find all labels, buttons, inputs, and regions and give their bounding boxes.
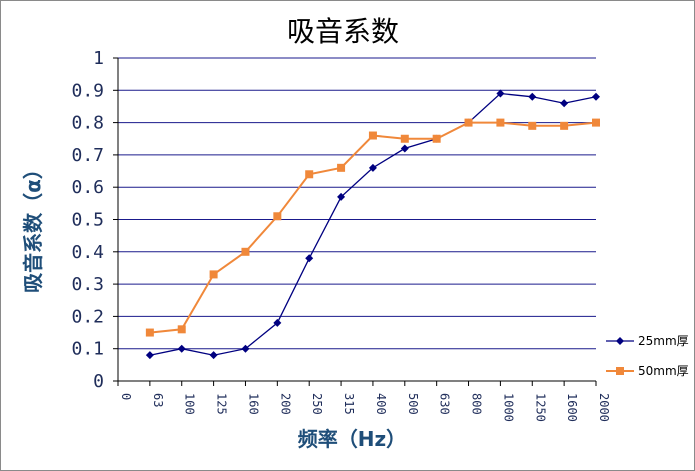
data-point	[145, 328, 154, 337]
data-point	[209, 351, 218, 360]
data-point	[368, 163, 377, 172]
data-point	[273, 212, 282, 221]
y-tick-labels: 0 0.1 0.2 0.3 0.4 0.5 0.6 0.7 0.8 0.9 1	[71, 48, 104, 392]
gridlines	[118, 57, 596, 350]
data-point	[432, 134, 441, 143]
legend-marker	[616, 337, 624, 345]
data-point	[337, 163, 346, 172]
data-point	[145, 351, 154, 360]
data-point	[241, 344, 250, 353]
legend: 25mm厚 50mm厚	[606, 334, 689, 378]
data-point	[464, 118, 473, 127]
data-point	[528, 92, 537, 101]
x-tick-label: 400	[374, 393, 388, 415]
x-tick-label: 1000	[501, 393, 515, 422]
data-point	[305, 254, 314, 263]
data-point	[496, 89, 505, 98]
data-point	[273, 318, 282, 327]
data-point	[241, 247, 250, 256]
data-point	[528, 121, 537, 130]
data-point	[400, 134, 409, 143]
y-axis-label: 吸音系数（α）	[21, 159, 45, 293]
y-tick-label: 1	[93, 48, 104, 69]
x-tick-label: 500	[406, 393, 420, 415]
x-tick-label: 1600	[565, 393, 579, 422]
data-point	[400, 144, 409, 153]
y-tick-label: 0	[93, 371, 104, 392]
data-point	[337, 192, 346, 201]
data-point	[305, 170, 314, 179]
x-tick-label: 1250	[533, 393, 547, 422]
data-point	[177, 325, 186, 334]
x-tick-label: 100	[183, 393, 197, 415]
series-line	[149, 121, 597, 334]
x-tick-label: 630	[438, 393, 452, 415]
x-tick-label: 63	[151, 393, 165, 407]
x-tick-label: 800	[470, 393, 484, 415]
y-tick-label: 0.9	[71, 80, 104, 101]
x-tick-label: 315	[342, 393, 356, 415]
data-point	[496, 118, 505, 127]
y-tick-label: 0.8	[71, 113, 104, 134]
data-point	[209, 270, 218, 279]
data-point	[592, 92, 600, 101]
y-tick-label: 0.6	[71, 177, 104, 198]
x-tick-label: 250	[310, 393, 324, 415]
x-tick-label: 125	[215, 393, 229, 415]
chart-title: 吸音系数	[287, 15, 399, 48]
y-tick-label: 0.3	[71, 274, 104, 295]
data-point	[592, 118, 600, 127]
y-tick-label: 0.5	[71, 210, 104, 231]
x-axis-label: 频率（Hz）	[298, 427, 406, 451]
y-tick-label: 0.2	[71, 306, 104, 327]
legend-label: 25mm厚	[638, 334, 689, 348]
x-tick-label: 0	[119, 393, 133, 400]
y-tick-label: 0.4	[71, 242, 104, 263]
data-point	[560, 121, 569, 130]
data-point	[368, 131, 377, 140]
data-point	[560, 99, 569, 108]
data-point	[177, 344, 186, 353]
legend-marker	[616, 367, 624, 375]
axes	[113, 57, 597, 386]
series-group	[145, 89, 600, 360]
x-tick-label: 200	[278, 393, 292, 415]
x-tick-label: 2000	[597, 393, 611, 422]
x-tick-labels: 0 63 100 125 160 200 250 315 400 500 630 800 1000 125…	[119, 393, 611, 422]
x-tick-label: 160	[246, 393, 260, 415]
y-tick-label: 0.7	[71, 145, 104, 166]
legend-label: 50mm厚	[638, 364, 689, 378]
y-tick-label: 0.1	[71, 339, 104, 360]
